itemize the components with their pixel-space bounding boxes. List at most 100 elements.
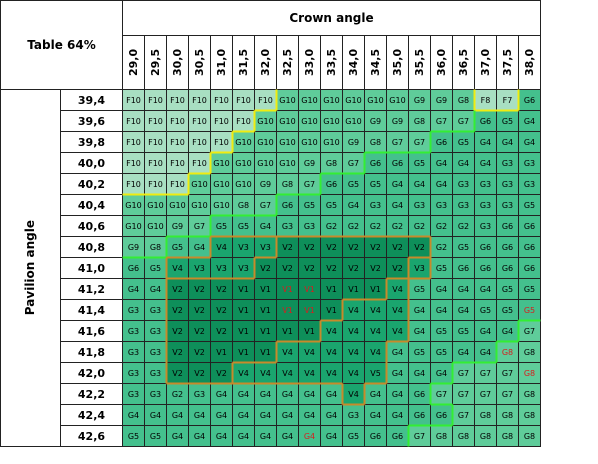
crown-angle-label: 37,5	[496, 35, 519, 90]
grade-table-body: Pavilion angle 39,4 F10 F10 F10 F10 F10 F10 F10 G…	[0, 89, 541, 447]
grade-cell: V4	[342, 362, 365, 384]
grade-cell: G10	[254, 131, 277, 153]
grade-cell: F10	[188, 152, 211, 174]
grade-cell: V3	[188, 257, 211, 279]
crown-angle-text: 35,5	[413, 48, 426, 77]
grade-cell: F10	[144, 131, 167, 153]
pavilion-angle-label: 41,6	[59, 320, 124, 342]
grade-cell: G10	[122, 215, 145, 237]
grade-cell: V4	[320, 320, 343, 342]
grade-cell: V2	[210, 320, 233, 342]
grade-cell: F10	[166, 89, 189, 111]
grade-cell: F10	[144, 152, 167, 174]
grade-cell: G2	[452, 215, 475, 237]
table-row: 41,4 G3 G3 V2 V2 V2 V1 V1 V1 V1 V1 V4 V4 V4 G4 G4 G4 G5 G5…	[1, 299, 541, 321]
crown-angle-row: 29,0 29,5 30,0 30,5 31,0 31,5 32,0 32,5 33,0 33,5…	[1, 35, 541, 90]
grade-cell: G4	[276, 383, 299, 405]
grade-cell: G3	[144, 299, 167, 321]
grade-cell: G9	[364, 110, 387, 132]
grade-cell: V2	[408, 236, 431, 258]
grade-cell: G4	[188, 236, 211, 258]
grade-cell: G2	[430, 236, 453, 258]
grade-cell: G6	[364, 152, 387, 174]
grade-cell: G5	[408, 152, 431, 174]
grade-cell: G4	[320, 425, 343, 447]
grade-cell: G4	[254, 215, 277, 237]
grade-cell: G2	[430, 215, 453, 237]
grade-cell: V2	[166, 299, 189, 321]
grade-cell: G5	[452, 131, 475, 153]
grade-cell: G6	[408, 404, 431, 426]
grade-cell: G4	[518, 131, 541, 153]
grade-cell: G10	[276, 89, 299, 111]
grade-cell: V3	[210, 257, 233, 279]
pavilion-angle-label: 40,2	[59, 173, 124, 195]
grade-cell: G10	[342, 110, 365, 132]
grade-cell: G7	[386, 131, 409, 153]
grade-cell: G10	[254, 110, 277, 132]
crown-angle-label: 33,0	[298, 35, 321, 90]
grade-cell: G5	[364, 173, 387, 195]
grade-cell: G4	[298, 404, 321, 426]
crown-angle-label: 30,0	[166, 35, 189, 90]
grade-cell: G6	[518, 257, 541, 279]
grade-cell: F10	[232, 89, 255, 111]
grade-cell: V4	[232, 362, 255, 384]
grade-cell: V2	[166, 278, 189, 300]
pavilion-angle-label: 42,2	[59, 383, 124, 405]
grade-table: Table 64% Crown angle 29,0 29,5 30,0 30,5 31…	[0, 0, 541, 447]
grade-cell: V3	[254, 236, 277, 258]
grade-cell: G8	[232, 194, 255, 216]
grade-cell: G7	[452, 404, 475, 426]
grade-cell: F10	[166, 173, 189, 195]
grade-cell: G4	[298, 383, 321, 405]
grade-cell: G6	[474, 257, 497, 279]
grade-cell: G9	[408, 89, 431, 111]
grade-cell: G10	[122, 194, 145, 216]
pavilion-angle-label: 39,4	[59, 89, 124, 111]
grade-cell: G4	[430, 362, 453, 384]
grade-cell: V4	[342, 383, 365, 405]
grade-cell: F10	[188, 131, 211, 153]
crown-angle-text: 34,0	[347, 48, 360, 77]
crown-angle-text: 36,5	[457, 48, 470, 77]
grade-cell: G4	[144, 404, 167, 426]
grade-cell: G7	[518, 320, 541, 342]
grade-cell: G6	[518, 89, 541, 111]
grade-cell: G9	[122, 236, 145, 258]
crown-angle-label: 32,5	[276, 35, 299, 90]
grade-cell: G4	[474, 341, 497, 363]
grade-cell: V4	[276, 341, 299, 363]
grade-cell: G5	[496, 299, 519, 321]
grade-cell: G10	[320, 110, 343, 132]
grade-cell: G4	[452, 299, 475, 321]
grade-cell: G3	[122, 320, 145, 342]
grade-cell: V2	[166, 341, 189, 363]
grade-cell: F10	[210, 89, 233, 111]
grade-cell: G8	[496, 341, 519, 363]
grade-cell: G5	[408, 278, 431, 300]
table-row: 40,6 G10 G10 G9 G7 G5 G5 G4 G3 G3 G2 G2 G2 G2 G2 G2 G2 G3…	[1, 215, 541, 237]
crown-angle-text: 29,0	[127, 48, 140, 77]
grade-cell: G3	[452, 173, 475, 195]
grade-cell: G2	[408, 215, 431, 237]
grade-cell: G4	[276, 404, 299, 426]
grade-cell: G6	[518, 215, 541, 237]
grade-cell: V1	[364, 278, 387, 300]
grade-cell: G4	[408, 173, 431, 195]
grade-cell: G3	[474, 194, 497, 216]
grade-cell: G4	[386, 341, 409, 363]
grade-cell: V1	[320, 299, 343, 321]
crown-angle-label: 35,5	[408, 35, 431, 90]
grade-cell: G7	[342, 152, 365, 174]
grade-cell: V4	[364, 299, 387, 321]
crown-angle-text: 38,0	[523, 48, 536, 77]
grade-cell: G5	[320, 194, 343, 216]
grade-cell: G4	[474, 131, 497, 153]
grade-cell: V1	[320, 278, 343, 300]
grade-cell: G8	[518, 341, 541, 363]
grade-cell: G6	[408, 383, 431, 405]
pavilion-angle-label: 40,6	[59, 215, 124, 237]
grade-cell: G6	[276, 194, 299, 216]
grade-cell: G5	[144, 257, 167, 279]
